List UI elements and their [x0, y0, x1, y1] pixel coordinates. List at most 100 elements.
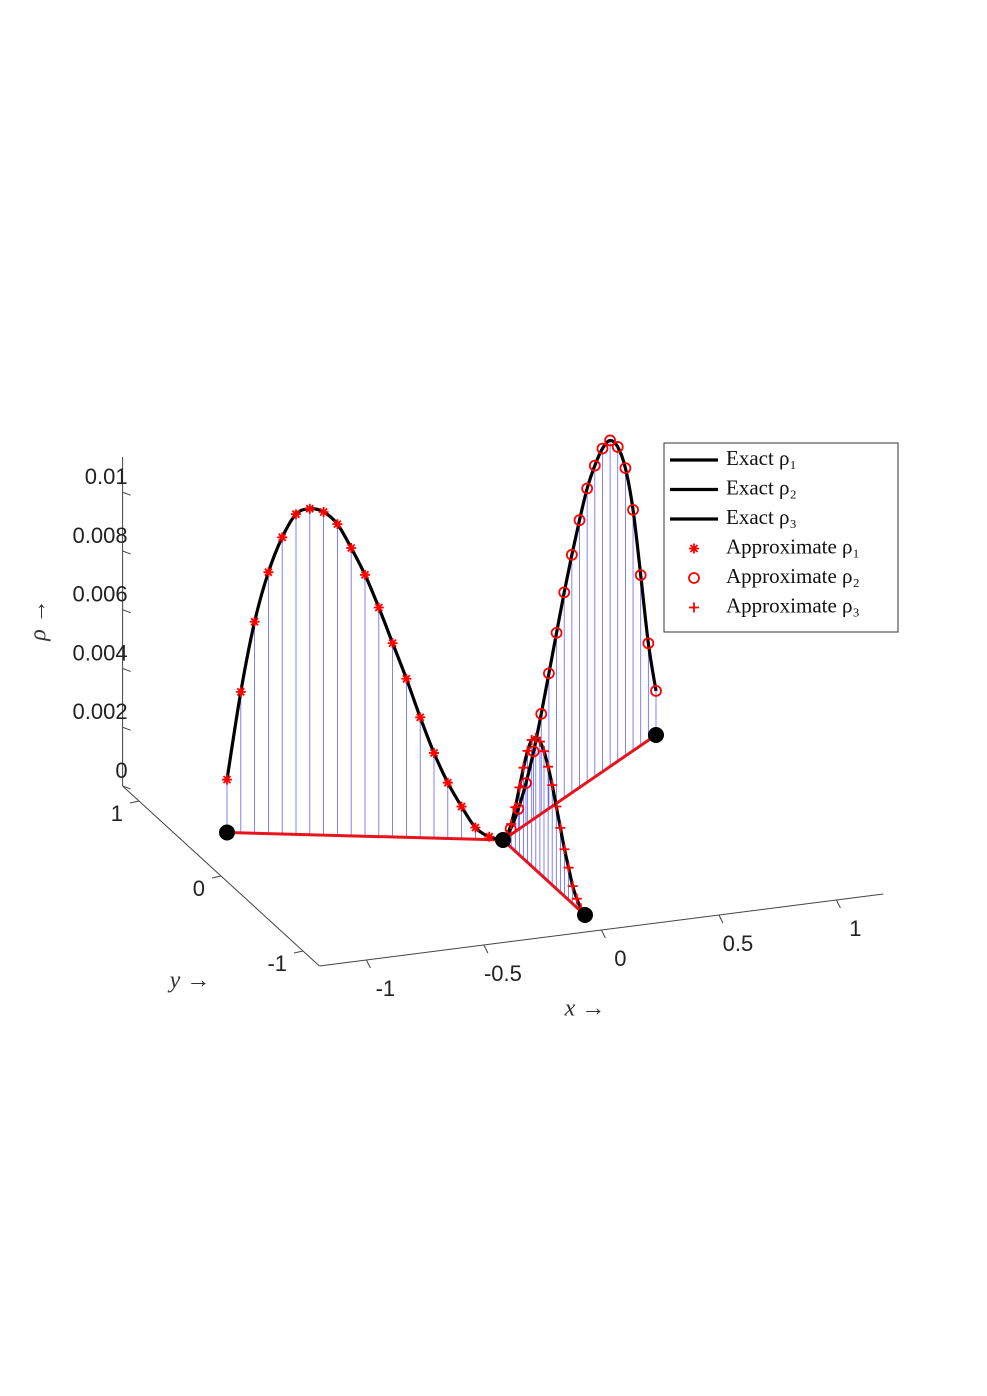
approx-marker [442, 777, 453, 788]
legend-label: Approximate ρ₂ [726, 564, 860, 588]
approx-marker [470, 822, 481, 833]
approx-marker [518, 762, 529, 773]
approx-marker [551, 801, 562, 812]
approx-marker [642, 637, 655, 650]
approx-marker [596, 442, 609, 455]
approx-marker [484, 831, 495, 842]
legend-label: Exact ρ₂ [726, 475, 797, 499]
legend: Exact ρ₁ Exact ρ₂ Exact ρ₃ Approximate ρ₁ Ap… [663, 442, 899, 633]
legend-label: Exact ρ₁ [726, 446, 797, 470]
approx-marker [650, 685, 662, 697]
approx-marker [387, 638, 398, 649]
approx-marker [346, 543, 357, 553]
z-tick [122, 491, 131, 496]
y-tick [129, 800, 140, 804]
approx-marker [550, 627, 563, 639]
approx-marker [401, 673, 412, 684]
approx-marker [567, 881, 578, 892]
x-tick-label: 0 [614, 946, 626, 971]
x-tick [365, 959, 371, 969]
x-tick [600, 929, 606, 939]
approx-marker [543, 667, 555, 680]
approx-marker [539, 746, 549, 757]
approx-marker [558, 586, 571, 599]
z-tick-label: 0.002 [73, 699, 128, 724]
approx-marker [360, 569, 370, 580]
approx-marker [543, 761, 554, 772]
legend-box [663, 442, 899, 633]
approx-marker [235, 686, 246, 697]
graph-vertex [219, 824, 235, 841]
approx-marker [588, 459, 601, 472]
x-tick-label: 1 [849, 916, 861, 941]
approx-marker [535, 708, 548, 720]
approx-marker [373, 602, 384, 613]
approx-marker [573, 514, 586, 527]
y-tick-label: 0 [193, 876, 205, 901]
z-tick [122, 785, 131, 790]
graph-edge [502, 733, 657, 842]
x-tick [483, 944, 489, 954]
y-tick [211, 875, 222, 879]
y-tick-label: 1 [111, 801, 123, 826]
approx-marker [527, 745, 540, 758]
x-tick-label: -1 [376, 976, 396, 1001]
x-tick-label: 0.5 [723, 931, 754, 956]
approx-marker [514, 782, 525, 793]
approx-marker [263, 567, 274, 578]
graph-edge [501, 838, 587, 917]
z-tick [122, 550, 131, 555]
approx-marker [429, 747, 439, 758]
legend-label: Approximate ρ₃ [726, 593, 860, 617]
x-tick [835, 899, 841, 909]
approx-marker [604, 434, 617, 447]
approx-marker [522, 745, 533, 756]
approx-marker [555, 822, 566, 833]
approx-marker [291, 509, 301, 520]
z-tick [122, 726, 131, 731]
approx-marker [547, 780, 558, 791]
z-axis-label: ρ → [26, 599, 52, 642]
approx-marker [249, 616, 260, 627]
x-tick-label: -0.5 [484, 961, 522, 986]
graph-vertex [577, 907, 593, 923]
graph-edge [226, 831, 504, 842]
approx-marker [506, 819, 517, 829]
y-tick [293, 950, 304, 954]
z-tick [122, 668, 131, 672]
approx-marker [415, 712, 426, 723]
approx-marker [611, 441, 624, 453]
z-tick-label: 0 [115, 758, 127, 783]
x-tick [718, 914, 724, 924]
graph-vertex [495, 832, 511, 848]
graph-vertex [648, 727, 664, 743]
legend-swatch [689, 602, 699, 613]
approx-marker [627, 504, 639, 516]
z-tick [122, 609, 131, 614]
y-axis-label: y → [168, 968, 211, 994]
z-tick-label: 0.01 [85, 464, 128, 489]
approx-marker [571, 893, 582, 904]
y-tick-label: -1 [267, 951, 287, 976]
approx-marker [534, 736, 545, 747]
approx-marker [634, 569, 647, 581]
approx-marker [565, 548, 578, 561]
approx-marker [222, 774, 232, 785]
legend-label: Exact ρ₃ [726, 505, 797, 529]
legend-swatch [688, 572, 700, 584]
z-tick-label: 0.008 [73, 523, 128, 548]
approx-marker [559, 844, 570, 855]
legend-label: Approximate ρ₁ [726, 534, 860, 558]
approx-marker [304, 503, 315, 514]
approx-marker [456, 801, 467, 812]
approx-marker [332, 519, 343, 530]
approx-marker [318, 507, 329, 517]
approx-marker [510, 802, 521, 813]
z-tick-label: 0.004 [73, 640, 128, 665]
legend-swatch [689, 543, 699, 554]
approx-marker [581, 482, 594, 495]
approx-marker [563, 862, 574, 873]
z-tick-label: 0.006 [73, 582, 128, 607]
